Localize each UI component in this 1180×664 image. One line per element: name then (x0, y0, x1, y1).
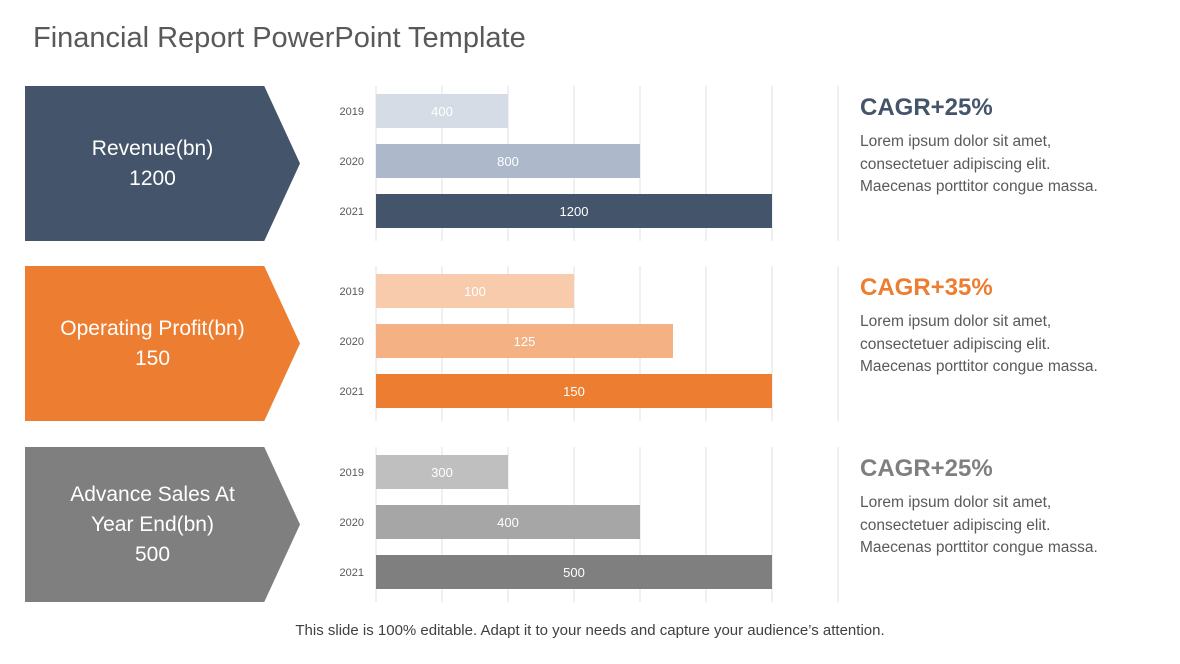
description-line: Lorem ipsum dolor sit amet, (860, 313, 1052, 330)
bar-2020 (376, 144, 640, 178)
page-title: Financial Report PowerPoint Template (33, 22, 526, 54)
description-line: Maecenas porttitor congue massa. (860, 539, 1098, 556)
bar-2021 (376, 194, 772, 228)
bar-2020 (376, 324, 673, 358)
data-label: 400 (431, 104, 453, 119)
arrow-label-line: Advance Sales At (70, 482, 235, 506)
category-label: 2021 (340, 206, 364, 218)
section-arrow (25, 447, 300, 602)
bar-2019 (376, 274, 574, 308)
arrow-label-line: Year End(bn) (91, 512, 214, 536)
bar-chart: 2019 400 2020 800 2021 1200 (340, 86, 839, 241)
description-line: consectetuer adipiscing elit. (860, 155, 1051, 173)
footer-note: This slide is 100% editable. Adapt it to… (295, 622, 885, 639)
bar-2020 (376, 505, 640, 539)
section-arrow (25, 266, 300, 421)
arrow-label-line: 1200 (129, 166, 176, 190)
bar-2021 (376, 555, 772, 589)
bar-2019 (376, 455, 508, 489)
cagr-label: CAGR+25% (860, 455, 993, 482)
category-label: 2020 (340, 517, 364, 529)
description-line: Maecenas porttitor congue massa. (860, 178, 1098, 195)
category-label: 2020 (340, 336, 364, 348)
cagr-label: CAGR+35% (860, 274, 993, 301)
data-label: 1200 (560, 204, 589, 219)
bar-chart: 2019 300 2020 400 2021 500 (340, 447, 839, 602)
description-line: Maecenas porttitor congue massa. (860, 358, 1098, 375)
description: Lorem ipsum dolor sit amet, consectetuer… (860, 492, 1160, 560)
description: Lorem ipsum dolor sit amet, consectetuer… (860, 311, 1160, 379)
data-label: 400 (497, 515, 519, 530)
category-label: 2020 (340, 156, 364, 168)
data-label: 300 (431, 465, 453, 480)
data-label: 500 (563, 565, 585, 580)
data-label: 150 (563, 384, 585, 399)
category-label: 2019 (340, 106, 364, 118)
bar-2019 (376, 94, 508, 128)
data-label: 800 (497, 154, 519, 169)
section-operating-profit: Operating Profit(bn) 150 2019 100 2020 125 2… (0, 266, 1180, 421)
data-label: 100 (464, 284, 486, 299)
section-advance-sales: Advance Sales At Year End(bn) 500 2019 30… (0, 447, 1180, 602)
bar-2021 (376, 374, 772, 408)
section-revenue: Revenue(bn) 1200 2019 400 2020 800 2021 1200 … (0, 86, 1180, 241)
cagr-label: CAGR+25% (860, 94, 993, 121)
section-arrow (25, 86, 300, 241)
arrow-label-line: Revenue(bn) (91, 136, 214, 160)
category-label: 2021 (340, 386, 364, 398)
category-label: 2019 (340, 286, 364, 298)
category-label: 2021 (340, 567, 364, 579)
bar-chart: 2019 100 2020 125 2021 150 (340, 266, 839, 421)
data-label: 125 (514, 334, 536, 349)
arrow-label-line: Operating Profit(bn) (60, 316, 245, 340)
description-line: consectetuer adipiscing elit. (860, 516, 1051, 534)
description-line: consectetuer adipiscing elit. (860, 335, 1051, 353)
arrow-label-line: 500 (134, 542, 171, 566)
description-line: Lorem ipsum dolor sit amet, (860, 494, 1052, 511)
description: Lorem ipsum dolor sit amet, consectetuer… (860, 131, 1160, 199)
category-label: 2019 (340, 467, 364, 479)
arrow-label: Operating Profit(bn) 150 (25, 266, 280, 421)
description-line: Lorem ipsum dolor sit amet, (860, 133, 1052, 150)
arrow-label-line: 150 (134, 346, 171, 370)
arrow-label: Advance Sales At Year End(bn) 500 (25, 447, 280, 602)
arrow-label: Revenue(bn) 1200 (25, 86, 280, 241)
